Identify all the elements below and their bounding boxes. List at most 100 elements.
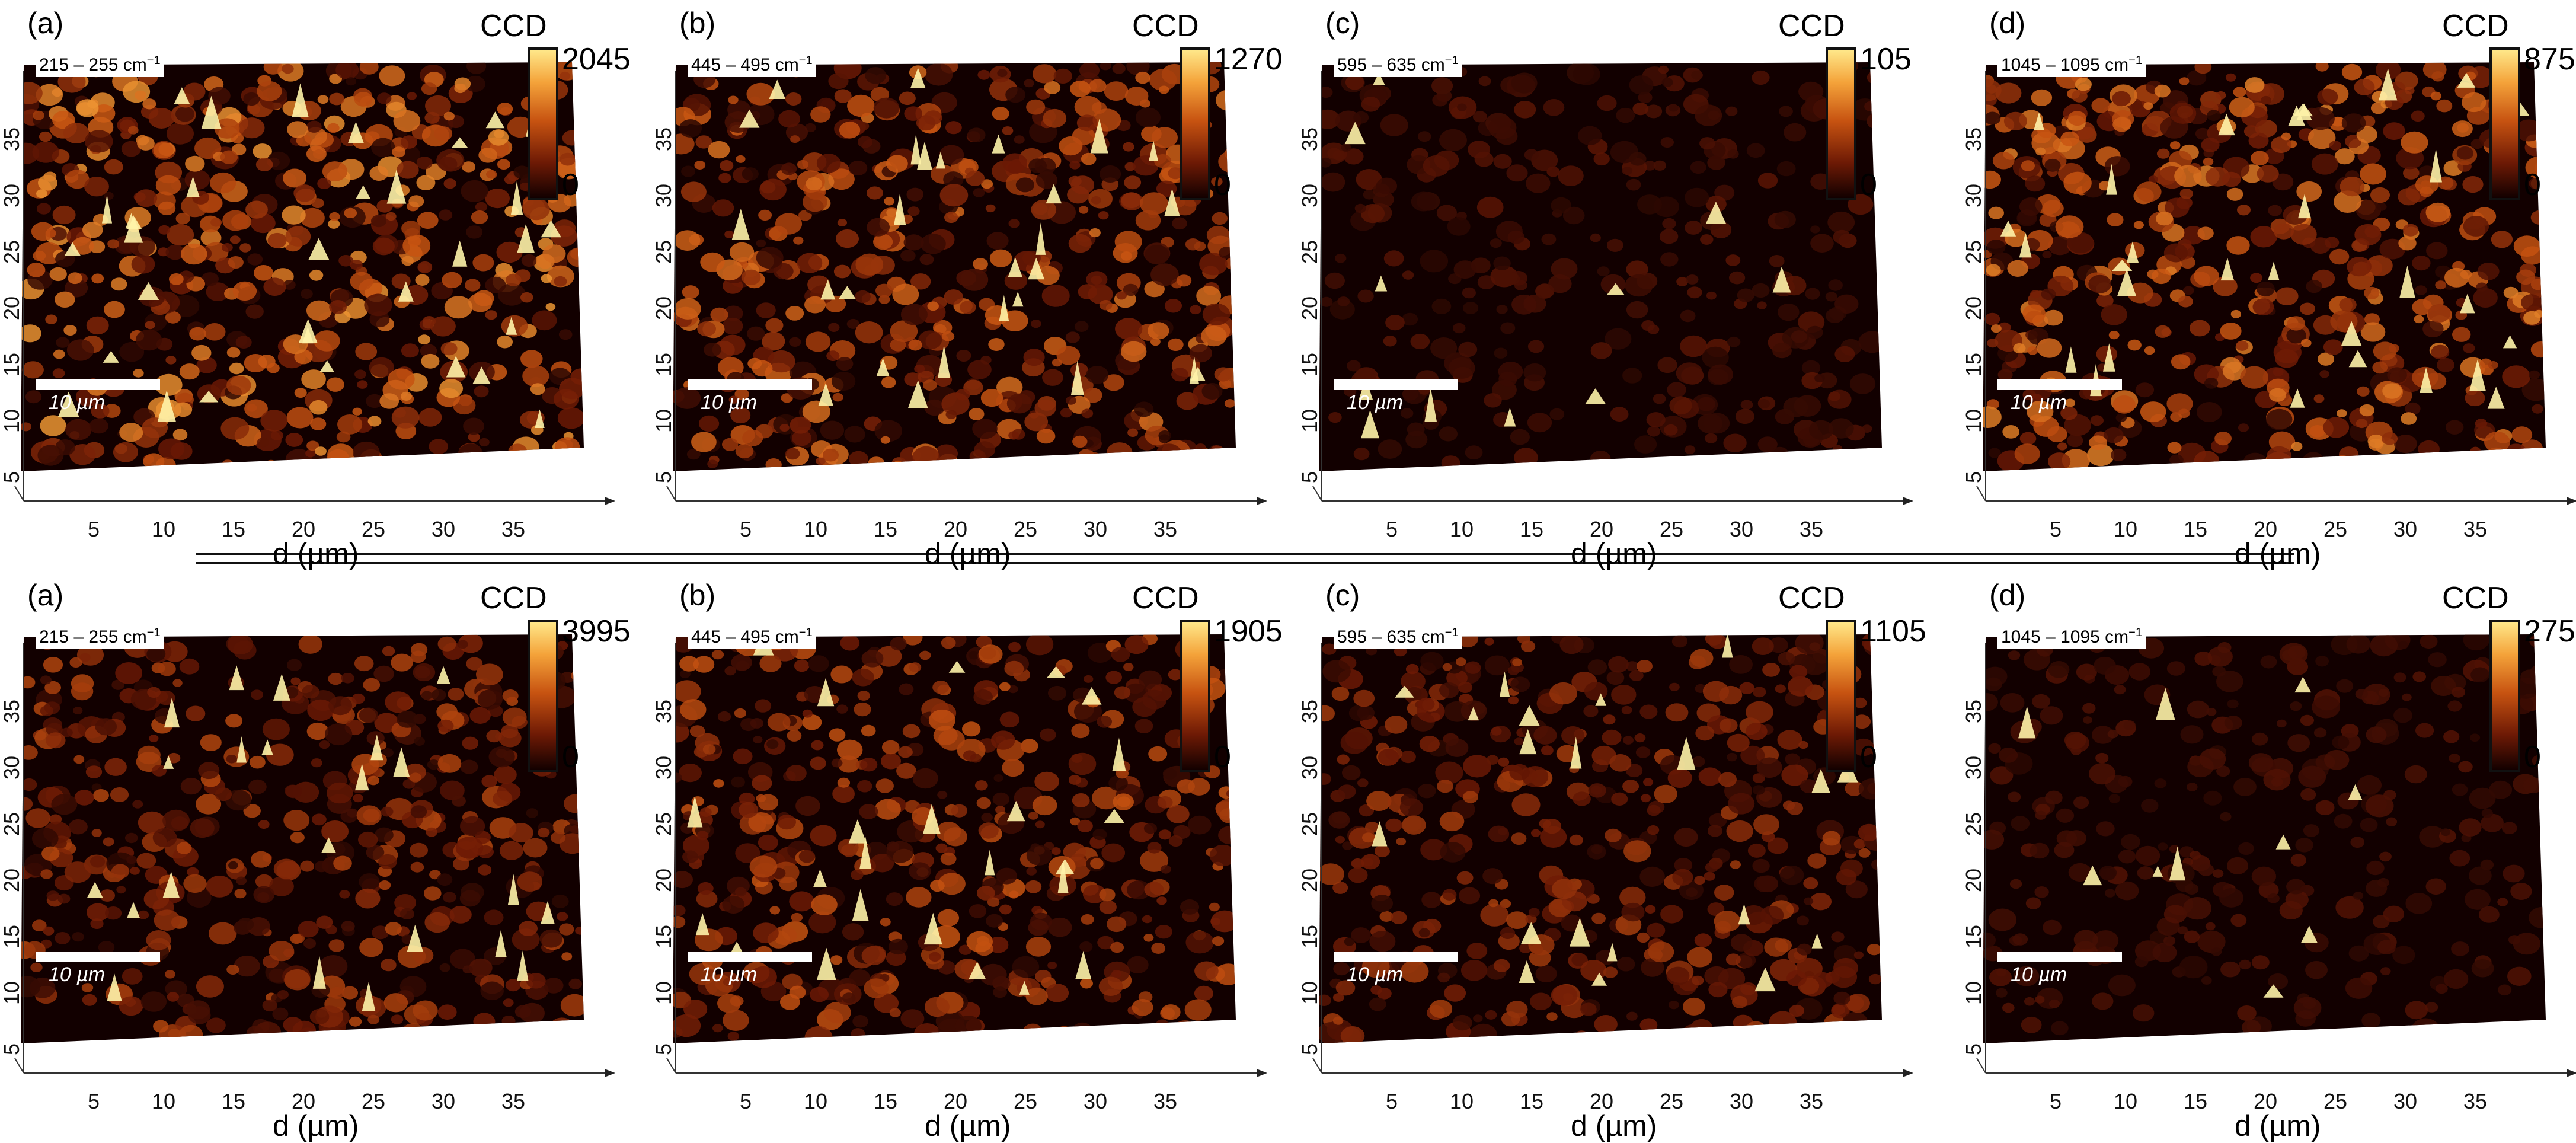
scale-bar-label: 10 µm — [701, 963, 758, 986]
map-panel: 5 10 15 20 25 30 35 5 10 15 20 25 30 35 (c) 595 – 635 c… — [1297, 572, 1950, 1142]
y-tick-label: 15 — [1297, 925, 1322, 949]
y-tick-label: 15 — [651, 353, 676, 376]
y-tick-label: 20 — [1961, 869, 1986, 892]
colorbar-title: CCD — [1778, 581, 1845, 615]
y-tick-label: 35 — [1297, 700, 1322, 723]
range-text: 1045 – 1095 cm — [2001, 55, 2129, 75]
colorbar — [1180, 620, 1210, 772]
y-tick-label: 35 — [1961, 700, 1986, 723]
range-unit-exponent: −1 — [1444, 54, 1459, 67]
x-tick-label: 15 — [222, 517, 245, 541]
colorbar — [2489, 47, 2520, 200]
range-unit-exponent: −1 — [798, 54, 813, 67]
y-tick-label: 5 — [1297, 471, 1322, 483]
intensity-surface-plot: 5 10 15 20 25 30 35 5 10 15 20 25 30 35 — [1297, 62, 1913, 541]
y-tick-label: 5 — [1297, 1043, 1322, 1055]
y-tick-label: 10 — [651, 981, 676, 1005]
x-tick-label: 25 — [1014, 1089, 1037, 1113]
y-tick-label: 20 — [1297, 296, 1322, 320]
scale-bar — [688, 379, 812, 390]
y-tick-label: 25 — [651, 812, 676, 836]
x-axis-title: d (µm) — [2235, 537, 2321, 570]
map-panel: 5 10 15 20 25 30 35 5 10 15 20 25 30 35 (d) 1045 – 1095… — [1961, 0, 2576, 570]
y-tick-label: 15 — [651, 925, 676, 949]
colorbar-min-label: 0 — [1214, 740, 1231, 774]
colorbar-max-label: 2045 — [562, 42, 631, 76]
wavenumber-range-label: 445 – 495 cm−1 — [688, 621, 816, 649]
intensity-surface-plot: 5 10 15 20 25 30 35 5 10 15 20 25 30 35 — [0, 62, 615, 541]
colorbar-min-label: 0 — [2524, 740, 2541, 774]
y-tick-label: 30 — [0, 184, 24, 207]
intensity-surface-plot: 5 10 15 20 25 30 35 5 10 15 20 25 30 35 — [651, 634, 1267, 1113]
x-tick-label: 25 — [2323, 1089, 2347, 1113]
range-text: 445 – 495 cm — [691, 55, 799, 75]
x-tick-label: 25 — [1660, 517, 1683, 541]
range-unit-exponent: −1 — [2128, 626, 2142, 639]
y-tick-label: 15 — [1297, 353, 1322, 376]
panel-letter: (d) — [1989, 579, 2026, 612]
x-tick-label: 30 — [432, 1089, 455, 1113]
range-text: 595 – 635 cm — [1337, 627, 1445, 647]
colorbar-min-label: 0 — [1214, 168, 1231, 202]
x-tick-label: 20 — [1590, 1089, 1613, 1113]
colorbar-title: CCD — [2442, 581, 2509, 615]
y-tick-label: 15 — [0, 353, 24, 376]
x-tick-label: 15 — [1520, 517, 1543, 541]
y-tick-label: 30 — [651, 756, 676, 780]
scale-bar-label: 10 µm — [2011, 963, 2067, 986]
y-tick-label: 20 — [0, 296, 24, 320]
range-text: 215 – 255 cm — [39, 55, 147, 75]
y-tick-label: 20 — [1297, 869, 1322, 892]
wavenumber-range-label: 215 – 255 cm−1 — [36, 621, 164, 649]
colorbar-title: CCD — [1778, 9, 1845, 43]
scale-bar-label: 10 µm — [49, 963, 106, 986]
x-tick-label: 35 — [1153, 1089, 1177, 1113]
x-tick-label: 30 — [1730, 1089, 1753, 1113]
range-unit-exponent: −1 — [798, 626, 813, 639]
x-axis-title: d (µm) — [2235, 1109, 2321, 1142]
x-tick-label: 15 — [2184, 517, 2207, 541]
intensity-surface-plot: 5 10 15 20 25 30 35 5 10 15 20 25 30 35 — [0, 634, 615, 1113]
range-unit-exponent: −1 — [146, 626, 161, 639]
y-tick-label: 10 — [1961, 409, 1986, 433]
colorbar-title: CCD — [1132, 581, 1199, 615]
y-tick-label: 15 — [1961, 353, 1986, 376]
x-tick-label: 25 — [362, 1089, 385, 1113]
colorbar-max-label: 1905 — [1214, 614, 1283, 649]
range-text: 215 – 255 cm — [39, 627, 147, 647]
colorbar-title: CCD — [480, 581, 547, 615]
x-tick-label: 35 — [2463, 517, 2487, 541]
colorbar — [1826, 47, 1856, 200]
x-tick-label: 30 — [1084, 1089, 1107, 1113]
x-tick-label: 10 — [804, 1089, 827, 1113]
x-tick-label: 20 — [944, 1089, 967, 1113]
colorbar-title: CCD — [480, 9, 547, 43]
panel-letter: (a) — [27, 579, 64, 612]
y-tick-label: 25 — [1297, 240, 1322, 264]
scale-bar — [36, 952, 160, 962]
intensity-surface-plot: 5 10 15 20 25 30 35 5 10 15 20 25 30 35 — [1297, 634, 1913, 1113]
scale-bar — [1997, 952, 2122, 962]
y-tick-label: 5 — [0, 471, 24, 483]
y-tick-label: 25 — [1961, 240, 1986, 264]
x-tick-label: 10 — [1450, 517, 1474, 541]
scale-bar — [688, 952, 812, 962]
y-tick-label: 20 — [1961, 296, 1986, 320]
panel-letter: (a) — [27, 7, 64, 40]
x-tick-label: 5 — [1386, 1089, 1398, 1113]
x-tick-label: 10 — [1450, 1089, 1474, 1113]
scale-bar-label: 10 µm — [701, 391, 758, 414]
y-tick-label: 10 — [0, 409, 24, 433]
panel-letter: (b) — [679, 579, 716, 612]
y-tick-label: 30 — [1961, 756, 1986, 780]
y-tick-label: 35 — [651, 700, 676, 723]
x-axis-title: d (µm) — [1571, 1109, 1657, 1142]
scale-bar-label: 10 µm — [1347, 391, 1404, 414]
y-tick-label: 5 — [651, 1043, 676, 1055]
y-tick-label: 25 — [0, 240, 24, 264]
x-tick-label: 15 — [1520, 1089, 1543, 1113]
colorbar-max-label: 275 — [2524, 614, 2575, 649]
y-tick-label: 20 — [0, 869, 24, 892]
x-tick-label: 20 — [2254, 1089, 2277, 1113]
x-tick-label: 35 — [501, 517, 525, 541]
